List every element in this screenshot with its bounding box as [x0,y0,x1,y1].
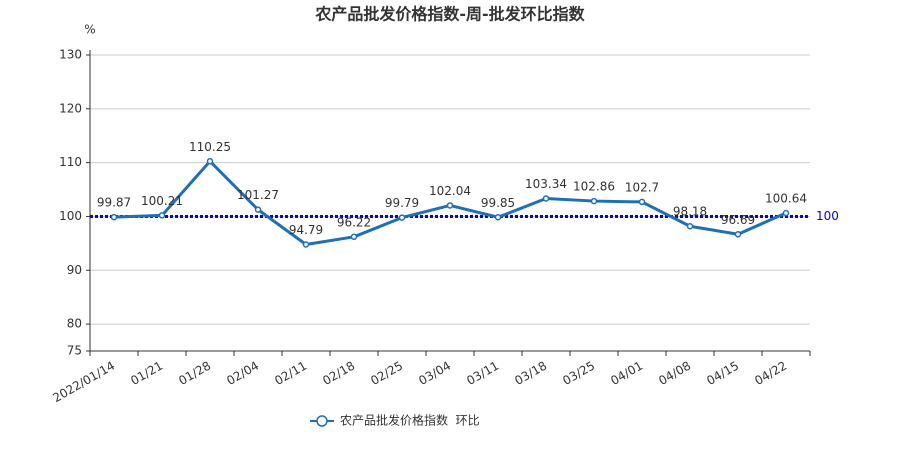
point [350,233,358,241]
y-tick-label: 90 [67,263,82,277]
x-tick-label: 04/15 [704,359,741,388]
x-tick-label: 03/18 [512,359,549,388]
y-tick-label: 80 [67,317,82,331]
point [254,206,262,213]
x-tick-label: 02/18 [320,359,357,388]
y-tick-label: 100 [59,209,82,223]
value-label: 102.86 [573,180,615,194]
reference-label: 100 [816,209,839,223]
point [302,241,310,248]
x-tick-label: 2022/01/14 [50,359,117,406]
value-label: 94.79 [289,223,323,237]
value-label: 99.85 [481,196,515,210]
chart-title: 农产品批发价格指数-周-批发环比指数 [314,5,585,24]
point [398,214,406,221]
y-tick-label: 120 [59,101,82,115]
point [542,195,550,202]
value-label: 99.87 [97,196,131,210]
point [590,197,598,205]
point [494,214,502,221]
point [734,231,742,238]
y-tick-label: 130 [59,48,82,62]
value-label: 100.21 [141,194,183,208]
point [446,202,454,209]
value-label: 99.79 [385,196,419,210]
value-label: 98.18 [673,205,707,219]
value-label: 102.7 [625,180,659,194]
value-label: 110.25 [189,140,231,154]
x-tick-label: 01/28 [176,359,213,388]
x-tick-label: 02/04 [224,359,261,388]
x-tick-label: 04/22 [752,359,789,388]
x-tick-label: 02/11 [272,359,309,388]
x-tick-label: 03/11 [464,359,501,388]
legend-marker [316,415,328,427]
x-tick-label: 03/04 [416,359,453,388]
y-tick-label: 110 [59,155,82,169]
value-label: 96.22 [337,215,371,229]
point [782,209,790,217]
x-tick-label: 03/25 [560,359,597,388]
point [638,198,646,206]
value-label: 101.27 [237,188,279,202]
point [206,158,214,165]
value-label: 102.04 [429,184,471,198]
point [686,222,694,230]
y-tick-label: 75 [67,344,82,358]
value-label: 100.64 [765,192,807,206]
value-label: 96.69 [721,213,755,227]
x-tick-label: 04/01 [608,359,645,388]
x-tick-label: 01/21 [128,359,165,388]
point [110,213,118,221]
x-tick-label: 04/08 [656,359,693,388]
x-tick-label: 02/25 [368,359,405,388]
y-unit: % [84,23,95,37]
value-label: 103.34 [525,177,567,191]
legend-label: 农产品批发价格指数 环比 [340,413,480,428]
point [158,212,166,219]
